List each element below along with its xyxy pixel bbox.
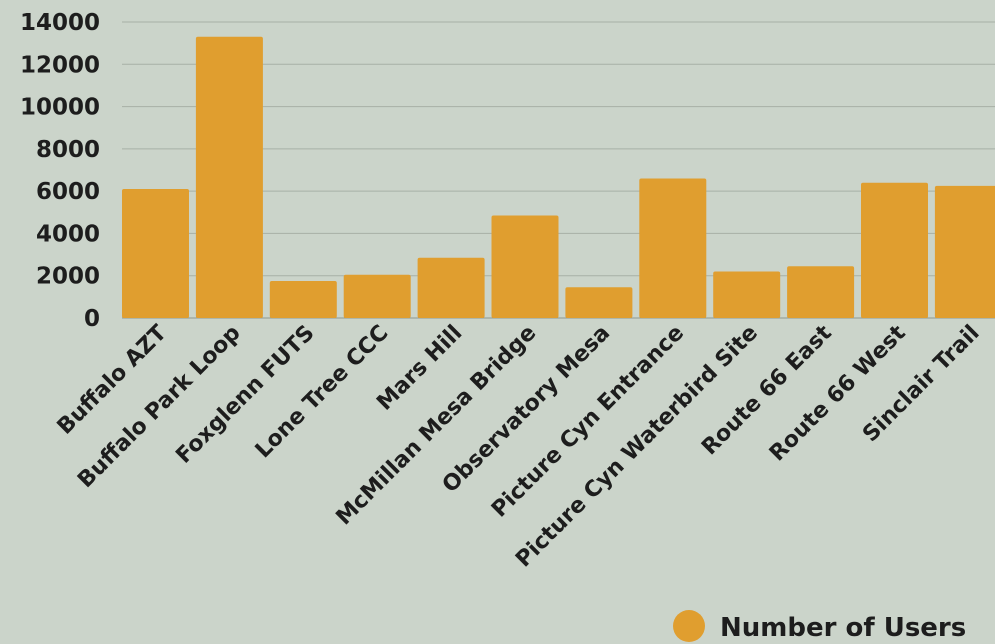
y-tick-label: 8000 [36,137,100,163]
bar [269,281,337,318]
bar [639,178,707,318]
bar [934,185,995,318]
bar [122,189,189,318]
bar [417,257,485,318]
x-category-label: Foxglenn FUTS [171,321,319,469]
y-tick-label: 12000 [20,52,100,78]
y-tick-label: 0 [84,306,100,332]
bar [861,182,928,318]
y-tick-label: 2000 [36,264,100,290]
bar [787,266,855,318]
x-category-label: Route 66 West [765,320,911,466]
y-tick-label: 14000 [20,10,100,36]
bar [491,215,559,318]
bar [343,274,411,318]
bar [195,36,263,319]
bars [122,36,995,319]
y-axis-ticks: 0 2000 4000 6000 8000 10000 12000 14000 [20,10,100,332]
legend-swatch [673,610,705,642]
x-category-label: Route 66 East [697,320,837,460]
legend: Number of Users [673,610,966,643]
y-tick-label: 4000 [36,221,100,247]
legend-label: Number of Users [720,613,966,643]
y-tick-label: 6000 [36,179,100,205]
x-category-label: Lone Tree CCC [251,321,394,464]
bar [713,271,781,318]
y-tick-label: 10000 [20,95,100,121]
bar [565,287,633,318]
